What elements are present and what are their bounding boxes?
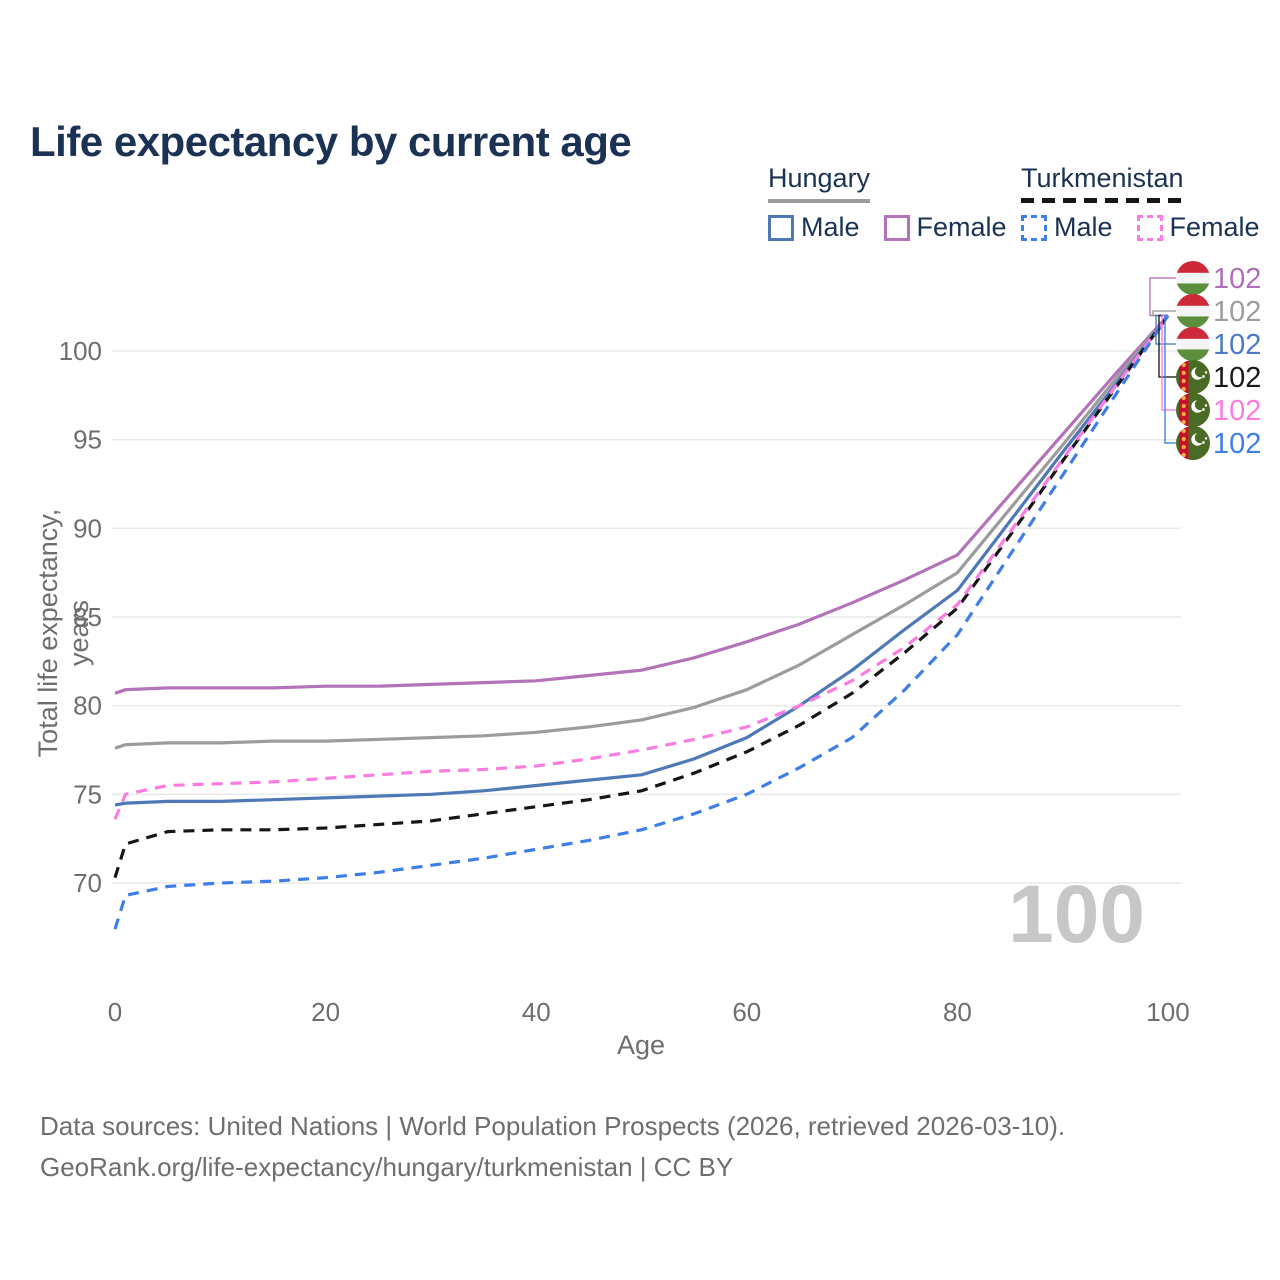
x-tick-label: 20 xyxy=(311,997,340,1027)
x-axis-title: Age xyxy=(616,1030,666,1060)
end-value-label-turkmenistan-male: 102 xyxy=(1213,428,1261,460)
legend-label-turkmenistan-female: Female xyxy=(1169,212,1260,242)
legend-item-hungary-male[interactable]: Male xyxy=(768,212,860,243)
y-tick-label: 75 xyxy=(73,779,102,809)
x-tick-label: 0 xyxy=(108,997,122,1027)
age-counter-watermark: 100 xyxy=(1008,869,1145,960)
y-tick-label: 100 xyxy=(59,336,102,366)
leader-line-turkmenistan-male xyxy=(1164,314,1176,444)
end-value-label-turkmenistan-all: 102 xyxy=(1213,362,1261,394)
flag-icon-turkmenistan xyxy=(1176,426,1210,460)
legend-country-hungary-label: Hungary xyxy=(768,163,871,193)
legend-label-hungary-male: Male xyxy=(801,212,860,242)
end-value-label-hungary-male: 102 xyxy=(1213,329,1261,361)
y-tick-label: 80 xyxy=(73,691,102,721)
legend-swatch-turkmenistan-male-icon xyxy=(1021,214,1047,241)
series-line-turkmenistan-male xyxy=(113,314,1170,930)
legend-underline-turkmenistan xyxy=(1021,198,1184,203)
footer-data-sources: Data sources: United Nations | World Pop… xyxy=(40,1111,1066,1141)
series-line-turkmenistan-female xyxy=(113,314,1170,820)
legend-item-turkmenistan-male[interactable]: Male xyxy=(1021,212,1113,243)
legend-country-turkmenistan: Turkmenistan xyxy=(1021,163,1184,203)
flag-icon-hungary xyxy=(1176,327,1210,361)
end-value-label-turkmenistan-female: 102 xyxy=(1213,395,1261,427)
x-tick-label: 40 xyxy=(522,997,551,1027)
legend-group-hungary: Hungary Male Female xyxy=(768,163,1007,243)
end-value-label-hungary-female: 102 xyxy=(1213,263,1261,295)
series-line-turkmenistan-all xyxy=(113,314,1170,879)
legend-group-turkmenistan: Turkmenistan Male Female xyxy=(1021,163,1260,243)
series-line-hungary-all xyxy=(114,314,1170,750)
legend-label-hungary-female: Female xyxy=(916,212,1007,242)
x-tick-label: 80 xyxy=(943,997,972,1027)
flag-icon-turkmenistan xyxy=(1176,360,1210,394)
legend-country-turkmenistan-label: Turkmenistan xyxy=(1021,163,1184,193)
flag-icon-turkmenistan xyxy=(1176,393,1210,427)
legend-item-hungary-female[interactable]: Female xyxy=(883,212,1007,243)
y-axis-title: Total life expectancy, years xyxy=(33,508,94,758)
y-tick-label: 70 xyxy=(73,868,102,898)
series-line-hungary-male xyxy=(114,314,1170,807)
series-line-hungary-female xyxy=(114,314,1170,695)
footer-attribution: GeoRank.org/life-expectancy/hungary/turk… xyxy=(40,1152,734,1182)
legend-label-turkmenistan-male: Male xyxy=(1054,212,1113,242)
footer: Data sources: United Nations | World Pop… xyxy=(40,1106,1065,1188)
flag-icon-hungary xyxy=(1176,294,1210,328)
legend-swatch-hungary-female-icon xyxy=(883,214,910,241)
leader-line-turkmenistan-female xyxy=(1161,314,1176,411)
page-title: Life expectancy by current age xyxy=(30,118,632,166)
legend-underline-hungary xyxy=(768,199,871,203)
flag-icon-hungary xyxy=(1176,261,1210,295)
legend-swatch-hungary-male-icon xyxy=(768,214,794,241)
y-tick-label: 85 xyxy=(73,602,102,632)
x-tick-label: 60 xyxy=(732,997,761,1027)
end-value-label-hungary-all: 102 xyxy=(1213,296,1261,328)
legend-item-turkmenistan-female[interactable]: Female xyxy=(1136,212,1260,243)
legend-country-hungary: Hungary xyxy=(768,163,871,203)
leader-line-hungary-female xyxy=(1149,277,1176,317)
y-tick-label: 95 xyxy=(73,425,102,455)
x-tick-label: 100 xyxy=(1146,997,1189,1027)
y-tick-label: 90 xyxy=(73,513,102,543)
legend-swatch-turkmenistan-female-icon xyxy=(1136,214,1163,241)
